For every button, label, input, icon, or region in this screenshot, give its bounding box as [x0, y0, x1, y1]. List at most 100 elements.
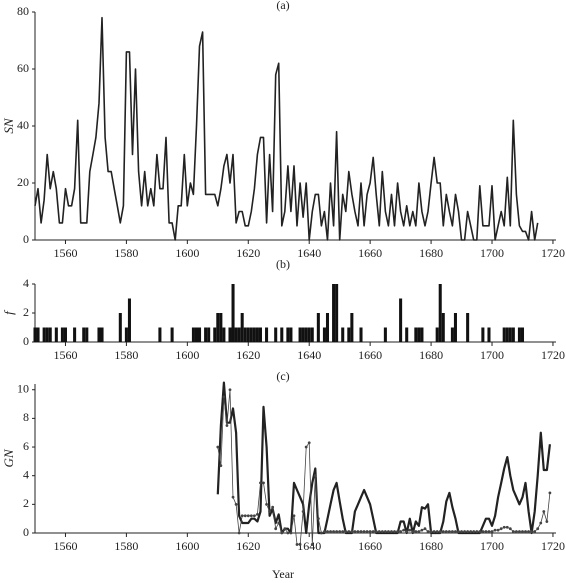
bar	[246, 327, 250, 342]
bar	[520, 327, 525, 342]
y-axis-label: f	[1, 309, 16, 315]
bar	[63, 327, 67, 342]
series-marker	[490, 530, 494, 533]
panel-title: (b)	[276, 257, 290, 271]
bar	[85, 327, 89, 342]
bar	[36, 327, 40, 342]
x-tick-label: 1700	[480, 348, 504, 362]
series-marker	[304, 445, 308, 449]
bar	[252, 327, 256, 342]
series-marker	[484, 530, 488, 533]
series-marker	[353, 530, 357, 533]
series-marker	[319, 531, 323, 535]
series-marker	[508, 527, 512, 531]
series-marker	[414, 530, 418, 533]
series-marker	[402, 528, 406, 532]
x-tick-label: 1580	[114, 348, 138, 362]
series-marker	[511, 530, 515, 533]
bar	[307, 327, 311, 342]
bar	[481, 327, 485, 342]
series-marker	[505, 525, 509, 529]
x-tick-label: 1680	[419, 348, 443, 362]
series-marker	[335, 530, 339, 533]
bar	[48, 327, 52, 342]
series-marker	[469, 530, 473, 533]
series-marker	[301, 510, 305, 513]
series-marker	[475, 530, 479, 533]
series-marker	[518, 530, 521, 533]
bar	[216, 313, 220, 342]
series-marker	[350, 530, 354, 533]
y-tick-label: 8	[23, 410, 29, 424]
y-axis-label: GN	[1, 448, 16, 467]
series-marker	[240, 514, 244, 518]
series-marker	[527, 530, 530, 533]
y-tick-label: 4	[23, 467, 29, 481]
series-marker	[259, 481, 262, 485]
bar	[228, 327, 232, 342]
series-marker	[216, 445, 220, 449]
bar	[505, 327, 509, 342]
x-tick-label: 1640	[297, 348, 321, 362]
series-marker	[396, 530, 399, 533]
series-marker	[533, 530, 537, 533]
bar	[286, 327, 290, 342]
series-marker	[380, 530, 384, 533]
bar	[304, 327, 308, 342]
bar	[420, 327, 424, 342]
series-marker	[411, 530, 415, 533]
series-marker	[420, 528, 424, 532]
x-tick-label: 1560	[53, 539, 77, 553]
series-marker	[444, 530, 448, 533]
series-line	[216, 381, 551, 535]
y-tick-label: 80	[17, 4, 29, 18]
bar	[511, 327, 515, 342]
bar	[502, 327, 506, 342]
series-marker	[405, 530, 409, 533]
bar	[191, 327, 195, 342]
series-marker	[548, 491, 552, 495]
y-tick-label: 2	[23, 305, 29, 319]
panel-title: (a)	[276, 0, 289, 12]
bar	[298, 327, 302, 342]
series-marker	[399, 530, 403, 533]
x-tick-label: 1620	[236, 246, 260, 260]
bar	[127, 298, 131, 342]
series-marker	[359, 530, 363, 533]
bar	[274, 327, 278, 342]
x-tick-label: 1600	[175, 246, 199, 260]
series-marker	[390, 530, 393, 533]
bar	[255, 327, 259, 342]
bar	[450, 327, 454, 342]
series-marker	[271, 505, 275, 509]
y-tick-label: 0	[23, 334, 29, 348]
series-marker	[499, 527, 503, 531]
bar	[316, 313, 320, 342]
bar	[289, 327, 293, 342]
bar	[249, 327, 253, 342]
series-marker	[289, 531, 293, 535]
bar	[441, 313, 445, 342]
series-marker	[323, 530, 326, 533]
x-tick-label: 1680	[419, 246, 443, 260]
bar	[213, 327, 217, 342]
bar	[219, 313, 223, 342]
series-marker	[539, 521, 543, 525]
bar	[82, 327, 86, 342]
series-marker	[307, 441, 311, 445]
x-tick-label: 1640	[297, 246, 321, 260]
x-tick-label: 1680	[419, 539, 443, 553]
x-tick-label: 1720	[541, 539, 565, 553]
x-tick-label: 1640	[297, 539, 321, 553]
y-tick-label: 40	[17, 118, 29, 132]
x-tick-label: 1620	[236, 539, 260, 553]
bar	[453, 313, 457, 342]
series-marker	[393, 530, 396, 533]
bar	[234, 327, 238, 342]
series-marker	[502, 525, 506, 529]
series-marker	[237, 531, 241, 535]
bar	[517, 327, 521, 342]
series-marker	[536, 527, 540, 531]
bar	[198, 327, 202, 342]
series-marker	[408, 528, 412, 532]
